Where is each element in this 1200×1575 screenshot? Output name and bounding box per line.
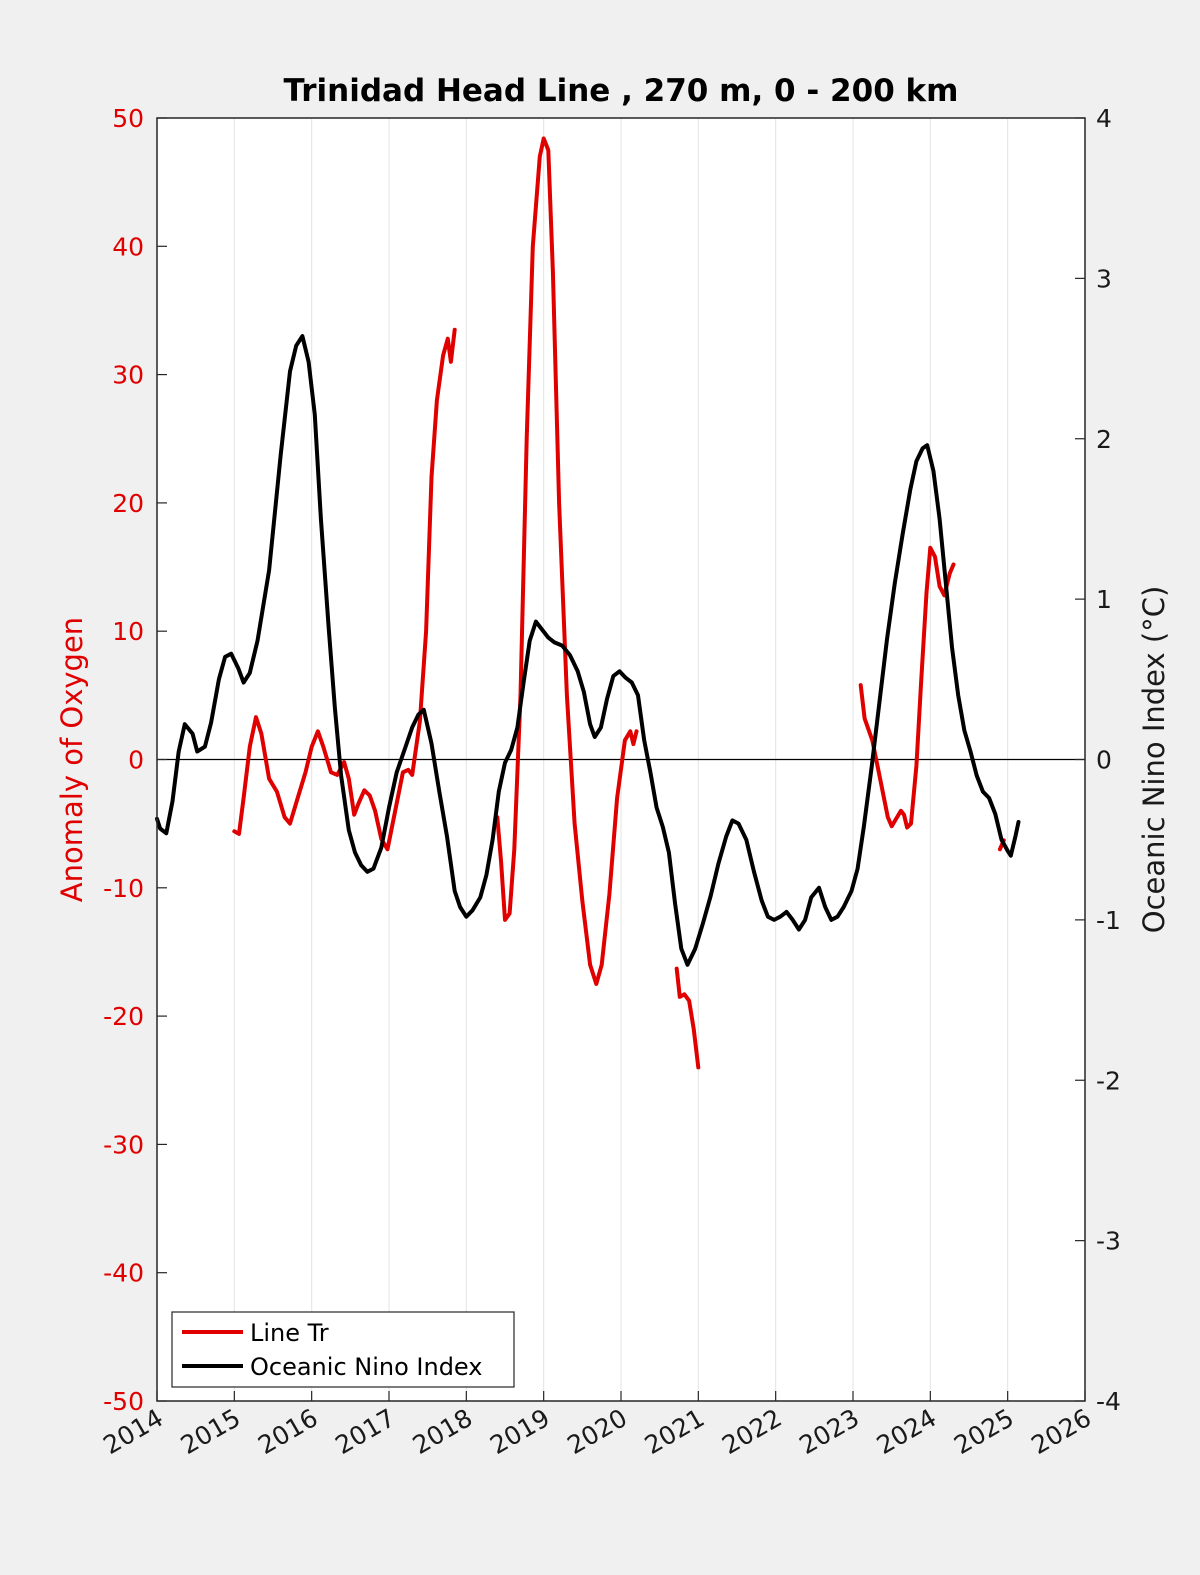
x-tick-label: 2025 [949, 1403, 1019, 1460]
y-right-tick-label: 1 [1096, 585, 1112, 614]
y-right-tick-label: -2 [1096, 1066, 1121, 1095]
x-tick-label: 2021 [640, 1403, 710, 1460]
chart-title: Trinidad Head Line , 270 m, 0 - 200 km [284, 73, 959, 109]
y-left-tick-label: 30 [112, 361, 144, 390]
y-right-tick-label: -3 [1096, 1227, 1121, 1256]
y-right-tick-label: 3 [1096, 264, 1112, 293]
legend: Line Tr Oceanic Nino Index [171, 1311, 515, 1388]
y-left-tick-label: 50 [112, 104, 144, 133]
series-line-tr-segment-0 [232, 327, 457, 852]
series-line-tr-segment-2 [674, 966, 701, 1070]
y-right-tick-label: 2 [1096, 425, 1112, 454]
y-left-tick-label: 10 [112, 617, 144, 646]
y-left-tick-label: 0 [128, 746, 144, 775]
x-tick-label: 2016 [253, 1403, 323, 1460]
x-tick-label: 2022 [717, 1403, 787, 1460]
legend-label-line-tr: Line Tr [250, 1319, 329, 1347]
x-tick-label: 2019 [485, 1403, 555, 1460]
y-left-tick-label: -40 [103, 1259, 144, 1288]
x-tick-label: 2023 [794, 1403, 864, 1460]
left-axis-label: Anomaly of Oxygen [55, 617, 89, 902]
series-line-tr-segment-1 [495, 136, 639, 986]
x-tick-label: 2015 [176, 1403, 246, 1460]
x-tick-label: 2017 [330, 1403, 400, 1460]
x-tick-label: 2018 [408, 1403, 478, 1460]
x-tick-label: 2020 [562, 1403, 632, 1460]
x-tick-label: 2026 [1026, 1403, 1096, 1460]
y-left-tick-label: -10 [103, 874, 144, 903]
y-left-tick-label: -50 [103, 1387, 144, 1416]
legend-label-oni: Oceanic Nino Index [250, 1353, 482, 1381]
y-left-tick-label: 40 [112, 232, 144, 261]
y-right-tick-label: -1 [1096, 906, 1121, 935]
series-oni-segment-0 [155, 334, 1021, 967]
y-left-tick-label: 20 [112, 489, 144, 518]
legend-box [171, 1311, 515, 1388]
y-right-tick-label: -4 [1096, 1387, 1121, 1416]
y-left-tick-label: -20 [103, 1002, 144, 1031]
series-line-tr-segment-3 [858, 545, 956, 830]
right-axis-label: Oceanic Nino Index (°C) [1137, 586, 1171, 934]
x-tick-label: 2024 [872, 1403, 942, 1460]
y-right-tick-label: 0 [1096, 746, 1112, 775]
series-layer [155, 136, 1021, 1070]
y-right-tick-label: 4 [1096, 104, 1112, 133]
y-left-tick-label: -30 [103, 1130, 144, 1159]
